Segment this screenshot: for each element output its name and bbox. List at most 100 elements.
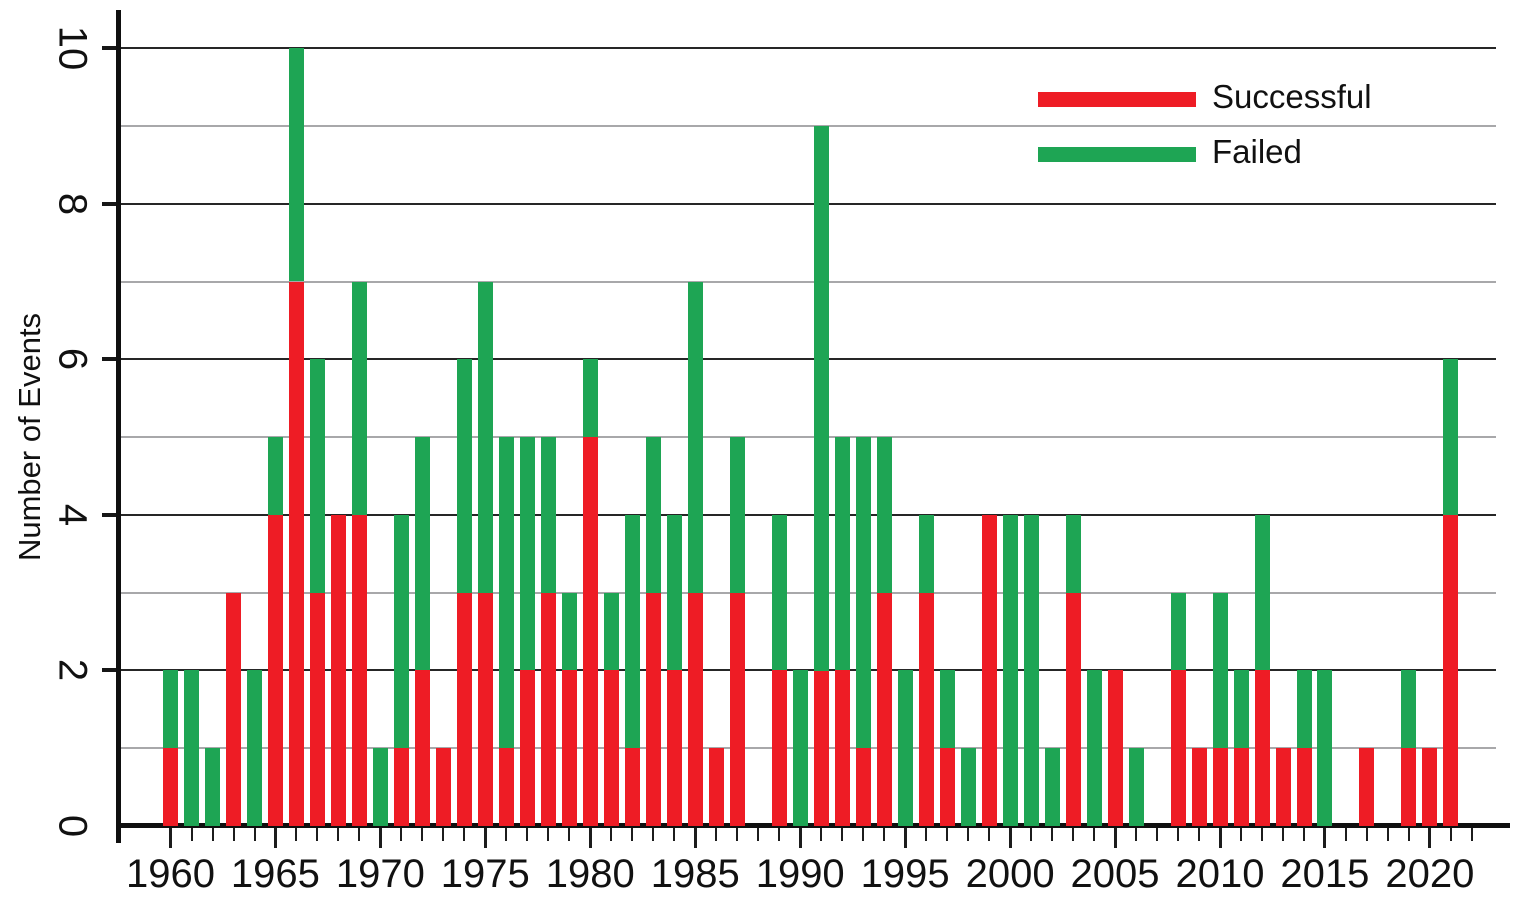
x-minor-tick-1963 xyxy=(232,828,235,841)
bar-successful-2003 xyxy=(1065,592,1081,826)
bar-failed-1965 xyxy=(267,437,283,515)
x-minor-tick-1979 xyxy=(568,828,571,841)
gridline-6 xyxy=(121,358,1496,361)
bar-failed-1996 xyxy=(918,514,934,593)
x-minor-tick-1968 xyxy=(337,828,340,841)
bar-failed-1992 xyxy=(834,437,850,671)
x-tick-label-1995: 1995 xyxy=(860,852,950,896)
bar-failed-1966 xyxy=(288,48,304,282)
x-major-tick-2010 xyxy=(1218,828,1222,848)
bar-failed-1990 xyxy=(792,670,808,826)
x-minor-tick-2003 xyxy=(1072,828,1075,841)
gridline-7 xyxy=(121,280,1496,283)
gridline-4 xyxy=(121,513,1496,516)
bar-successful-1981 xyxy=(603,670,619,826)
x-minor-tick-1993 xyxy=(862,828,865,841)
x-tick-label-2000: 2000 xyxy=(965,852,1055,896)
x-tick-label-1960: 1960 xyxy=(126,852,215,896)
bar-failed-2012 xyxy=(1254,514,1270,671)
x-minor-tick-2008 xyxy=(1177,828,1179,841)
bar-successful-1978 xyxy=(540,592,556,826)
bar-failed-1991 xyxy=(813,126,829,671)
x-minor-tick-2012 xyxy=(1261,828,1263,841)
bar-successful-2012 xyxy=(1254,670,1270,826)
x-minor-tick-1992 xyxy=(841,828,844,841)
x-minor-tick-1981 xyxy=(610,828,613,841)
bar-successful-1994 xyxy=(876,592,892,826)
bar-successful-2011 xyxy=(1233,748,1249,826)
bar-successful-1969 xyxy=(351,514,367,826)
bar-failed-1970 xyxy=(372,748,388,826)
x-axis-spine xyxy=(116,823,1510,828)
x-major-tick-2005 xyxy=(1113,828,1117,848)
bar-failed-1984 xyxy=(666,514,682,671)
x-minor-tick-1991 xyxy=(820,828,823,841)
x-minor-tick-1986 xyxy=(715,828,718,841)
x-major-tick-1985 xyxy=(693,828,697,848)
x-tick-label-1975: 1975 xyxy=(440,852,530,896)
x-minor-tick-1982 xyxy=(631,828,634,841)
bar-failed-1983 xyxy=(645,437,661,593)
x-minor-tick-2017 xyxy=(1365,828,1368,841)
bar-successful-2005 xyxy=(1107,670,1123,826)
x-major-tick-1990 xyxy=(798,828,802,848)
x-minor-tick-1978 xyxy=(547,828,550,841)
y-tick-2 xyxy=(102,668,116,673)
x-minor-tick-1998 xyxy=(967,828,970,841)
y-tick-label-4: 4 xyxy=(50,503,95,527)
bar-successful-2017 xyxy=(1359,748,1375,826)
bar-successful-1999 xyxy=(981,514,997,826)
bar-successful-1963 xyxy=(226,592,241,826)
bar-failed-1960 xyxy=(163,670,178,749)
legend-label-successful: Successful xyxy=(1212,78,1372,115)
bar-successful-1986 xyxy=(708,748,724,826)
bar-successful-1997 xyxy=(939,748,955,826)
x-major-tick-1995 xyxy=(903,828,907,848)
bar-successful-1968 xyxy=(330,514,346,826)
bar-failed-2010 xyxy=(1212,592,1228,749)
bar-failed-1976 xyxy=(498,437,514,749)
x-minor-tick-2013 xyxy=(1282,828,1284,841)
bar-failed-2014 xyxy=(1296,670,1312,749)
bar-successful-1982 xyxy=(624,748,640,826)
x-tick-label-1985: 1985 xyxy=(650,852,740,896)
x-major-tick-1960 xyxy=(169,828,172,848)
bar-failed-1979 xyxy=(561,592,577,671)
x-minor-tick-1983 xyxy=(652,828,655,841)
x-tick-label-1980: 1980 xyxy=(545,852,635,896)
bar-successful-1985 xyxy=(687,592,703,826)
gridline-5 xyxy=(121,436,1496,439)
bar-successful-1979 xyxy=(561,670,577,826)
x-minor-tick-2004 xyxy=(1093,828,1096,841)
x-minor-tick-1976 xyxy=(505,828,508,841)
x-tick-label-1990: 1990 xyxy=(755,852,845,896)
bar-successful-1977 xyxy=(519,670,535,826)
x-minor-tick-1999 xyxy=(988,828,991,841)
bar-failed-1980 xyxy=(582,359,598,438)
y-tick-6 xyxy=(102,357,116,362)
gridline-8 xyxy=(121,202,1496,205)
x-minor-tick-1961 xyxy=(190,828,193,841)
x-minor-tick-1989 xyxy=(778,828,781,841)
gridline-1 xyxy=(121,747,1496,750)
x-minor-tick-1967 xyxy=(316,828,319,841)
bar-successful-1993 xyxy=(855,748,871,826)
x-minor-tick-1962 xyxy=(211,828,214,841)
bar-successful-1989 xyxy=(771,670,787,826)
x-minor-tick-2021 xyxy=(1449,828,1452,841)
x-minor-tick-1994 xyxy=(883,828,886,841)
x-minor-tick-1964 xyxy=(253,828,256,841)
x-minor-tick-2019 xyxy=(1407,828,1410,841)
bar-successful-1991 xyxy=(813,670,829,826)
x-tick-label-1965: 1965 xyxy=(230,852,320,896)
x-minor-tick-2018 xyxy=(1386,828,1389,841)
gridline-10 xyxy=(121,47,1496,50)
x-tick-label-2005: 2005 xyxy=(1070,852,1160,896)
x-major-tick-2020 xyxy=(1428,828,1432,848)
bar-failed-1971 xyxy=(393,514,409,749)
x-tick-label-2015: 2015 xyxy=(1280,852,1370,896)
bar-successful-1960 xyxy=(163,748,178,826)
bar-failed-1967 xyxy=(309,359,325,593)
x-major-tick-1965 xyxy=(273,828,277,848)
